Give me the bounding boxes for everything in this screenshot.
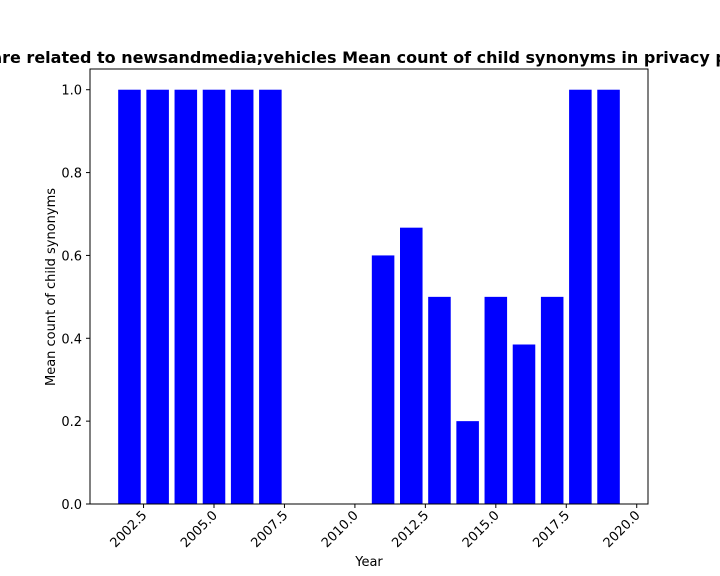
bar-2014 — [456, 421, 479, 504]
bar-2002 — [118, 89, 141, 504]
bar-2018 — [569, 89, 592, 504]
bar-2017 — [540, 296, 564, 504]
y-tick-label: 0.0 — [61, 498, 82, 513]
x-tick-label: 2007.5 — [249, 508, 292, 551]
bar-2007 — [259, 89, 282, 504]
y-tick-label: 0.2 — [61, 415, 82, 430]
bar-2011 — [371, 255, 395, 504]
x-tick-label: 2020.0 — [601, 508, 644, 551]
y-tick-label: 0.8 — [61, 167, 82, 182]
x-axis-label: Year — [354, 555, 383, 570]
x-tick-label: 2005.0 — [178, 508, 221, 551]
x-tick-label: 2002.5 — [108, 508, 151, 551]
x-tick-label: 2017.5 — [530, 508, 573, 551]
bar-2006 — [230, 89, 254, 504]
bar-2003 — [146, 89, 169, 504]
y-axis: 0.0 0.2 0.4 0.6 0.8 1.0 — [61, 84, 90, 513]
bar-2004 — [174, 89, 198, 504]
bar-2016 — [512, 344, 536, 504]
bars-group — [118, 89, 620, 504]
bar-2015 — [484, 296, 508, 504]
y-tick-label: 0.4 — [61, 332, 82, 347]
y-axis-label: Mean count of child synonyms — [44, 188, 59, 386]
x-axis: 2002.5 2005.0 2007.5 2010.0 2012.5 2015.0 2017… — [108, 504, 644, 551]
x-tick-label: 2012.5 — [389, 508, 432, 551]
chart-title: Titles are related to newsandmedia;vehic… — [0, 48, 720, 67]
bar-2012 — [400, 227, 423, 504]
x-tick-label: 2010.0 — [319, 508, 362, 551]
bar-2019 — [597, 89, 620, 504]
x-tick-label: 2015.0 — [460, 508, 503, 551]
y-tick-label: 1.0 — [61, 84, 82, 99]
bar-2005 — [202, 89, 226, 504]
bar-2013 — [428, 296, 451, 504]
y-tick-label: 0.6 — [61, 249, 82, 264]
plot-frame — [89, 68, 649, 505]
